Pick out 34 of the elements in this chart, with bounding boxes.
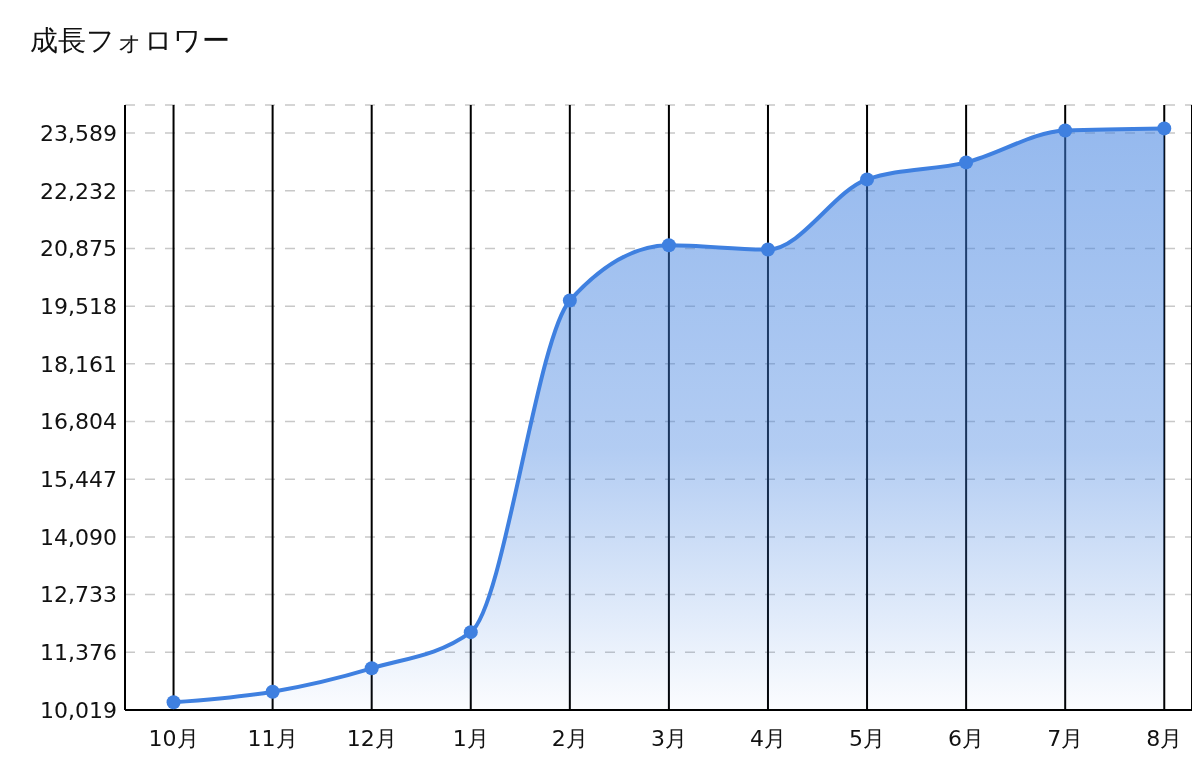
point bbox=[265, 684, 280, 699]
chart-title: 成長フォロワー bbox=[29, 23, 231, 59]
x-tick-label: 7月 bbox=[1047, 725, 1084, 751]
x-tick-label: 1月 bbox=[452, 725, 489, 751]
point bbox=[562, 293, 577, 308]
x-tick-label: 2月 bbox=[551, 725, 588, 751]
y-tick-label: 11,376 bbox=[40, 640, 117, 666]
y-tick-label: 16,804 bbox=[40, 409, 117, 435]
y-tick-label: 19,518 bbox=[40, 293, 117, 319]
point bbox=[364, 661, 379, 676]
point bbox=[1157, 121, 1172, 136]
y-tick-label: 12,733 bbox=[40, 582, 117, 608]
x-tick-label: 4月 bbox=[749, 725, 786, 751]
point bbox=[166, 695, 181, 710]
y-tick-label: 20,875 bbox=[40, 236, 117, 262]
point bbox=[661, 238, 676, 253]
x-tick-label: 12月 bbox=[346, 725, 397, 751]
x-tick-label: 10月 bbox=[148, 725, 199, 751]
point bbox=[1058, 123, 1073, 138]
x-tick-label: 8月 bbox=[1146, 725, 1183, 751]
point bbox=[959, 155, 974, 170]
x-tick-label: 5月 bbox=[849, 725, 886, 751]
y-tick-label: 18,161 bbox=[40, 351, 117, 377]
y-tick-label: 14,090 bbox=[40, 524, 117, 550]
y-tick-label: 22,232 bbox=[40, 178, 117, 204]
x-tick-label: 3月 bbox=[650, 725, 687, 751]
y-tick-label: 10,019 bbox=[40, 697, 117, 723]
x-tick-label: 11月 bbox=[247, 725, 298, 751]
x-tick-label: 6月 bbox=[948, 725, 985, 751]
point bbox=[463, 625, 478, 640]
point bbox=[860, 172, 875, 187]
y-tick-label: 15,447 bbox=[40, 467, 117, 493]
point bbox=[760, 242, 775, 257]
y-tick-label: 23,589 bbox=[40, 120, 117, 146]
